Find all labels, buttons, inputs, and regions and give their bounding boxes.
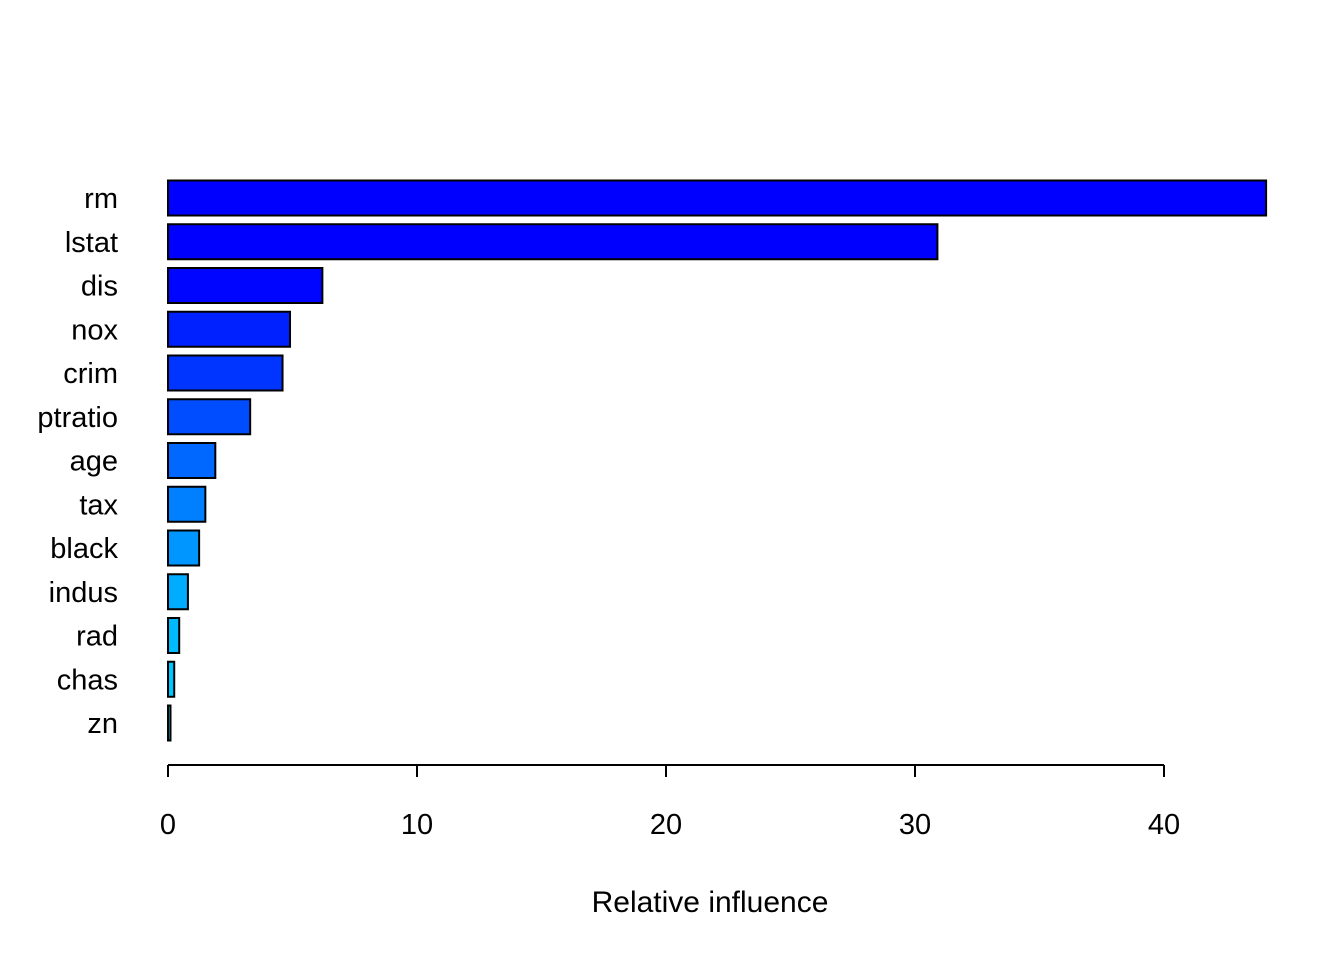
x-tick-label-30: 30 xyxy=(899,809,931,841)
category-label-dis: dis xyxy=(81,271,118,303)
bar-lstat xyxy=(167,223,939,261)
x-tick-label-0: 0 xyxy=(160,809,176,841)
bar-zn xyxy=(167,704,172,742)
category-label-chas: chas xyxy=(57,664,118,696)
category-label-tax: tax xyxy=(79,489,118,521)
category-label-age: age xyxy=(70,446,118,478)
x-tick-label-20: 20 xyxy=(650,809,682,841)
bar-rad xyxy=(167,617,181,654)
category-label-ptratio: ptratio xyxy=(37,402,118,434)
bar-dis xyxy=(167,267,324,304)
bar-indus xyxy=(167,573,189,611)
category-label-zn: zn xyxy=(87,708,118,740)
category-label-black: black xyxy=(50,533,118,565)
category-label-nox: nox xyxy=(71,314,118,346)
category-label-indus: indus xyxy=(49,577,118,609)
category-label-crim: crim xyxy=(63,358,118,390)
bar-chas xyxy=(167,660,176,698)
bars-layer xyxy=(167,179,1268,742)
category-label-rad: rad xyxy=(76,621,118,653)
bar-tax xyxy=(167,485,207,523)
x-tick-label-40: 40 xyxy=(1148,809,1180,841)
bar-ptratio xyxy=(167,398,252,436)
category-label-lstat: lstat xyxy=(65,227,118,259)
category-labels: rm lstat dis nox crim ptratio age tax black indus… xyxy=(37,183,118,740)
x-axis-title: Relative influence xyxy=(592,886,829,919)
bar-black xyxy=(167,529,201,567)
bar-nox xyxy=(167,310,292,348)
bar-crim xyxy=(167,354,284,392)
x-tick-label-10: 10 xyxy=(401,809,433,841)
bar-rm xyxy=(167,179,1268,217)
x-axis: 0 10 20 30 40 xyxy=(160,764,1180,841)
bar-age xyxy=(167,442,217,479)
category-label-rm: rm xyxy=(84,183,118,215)
